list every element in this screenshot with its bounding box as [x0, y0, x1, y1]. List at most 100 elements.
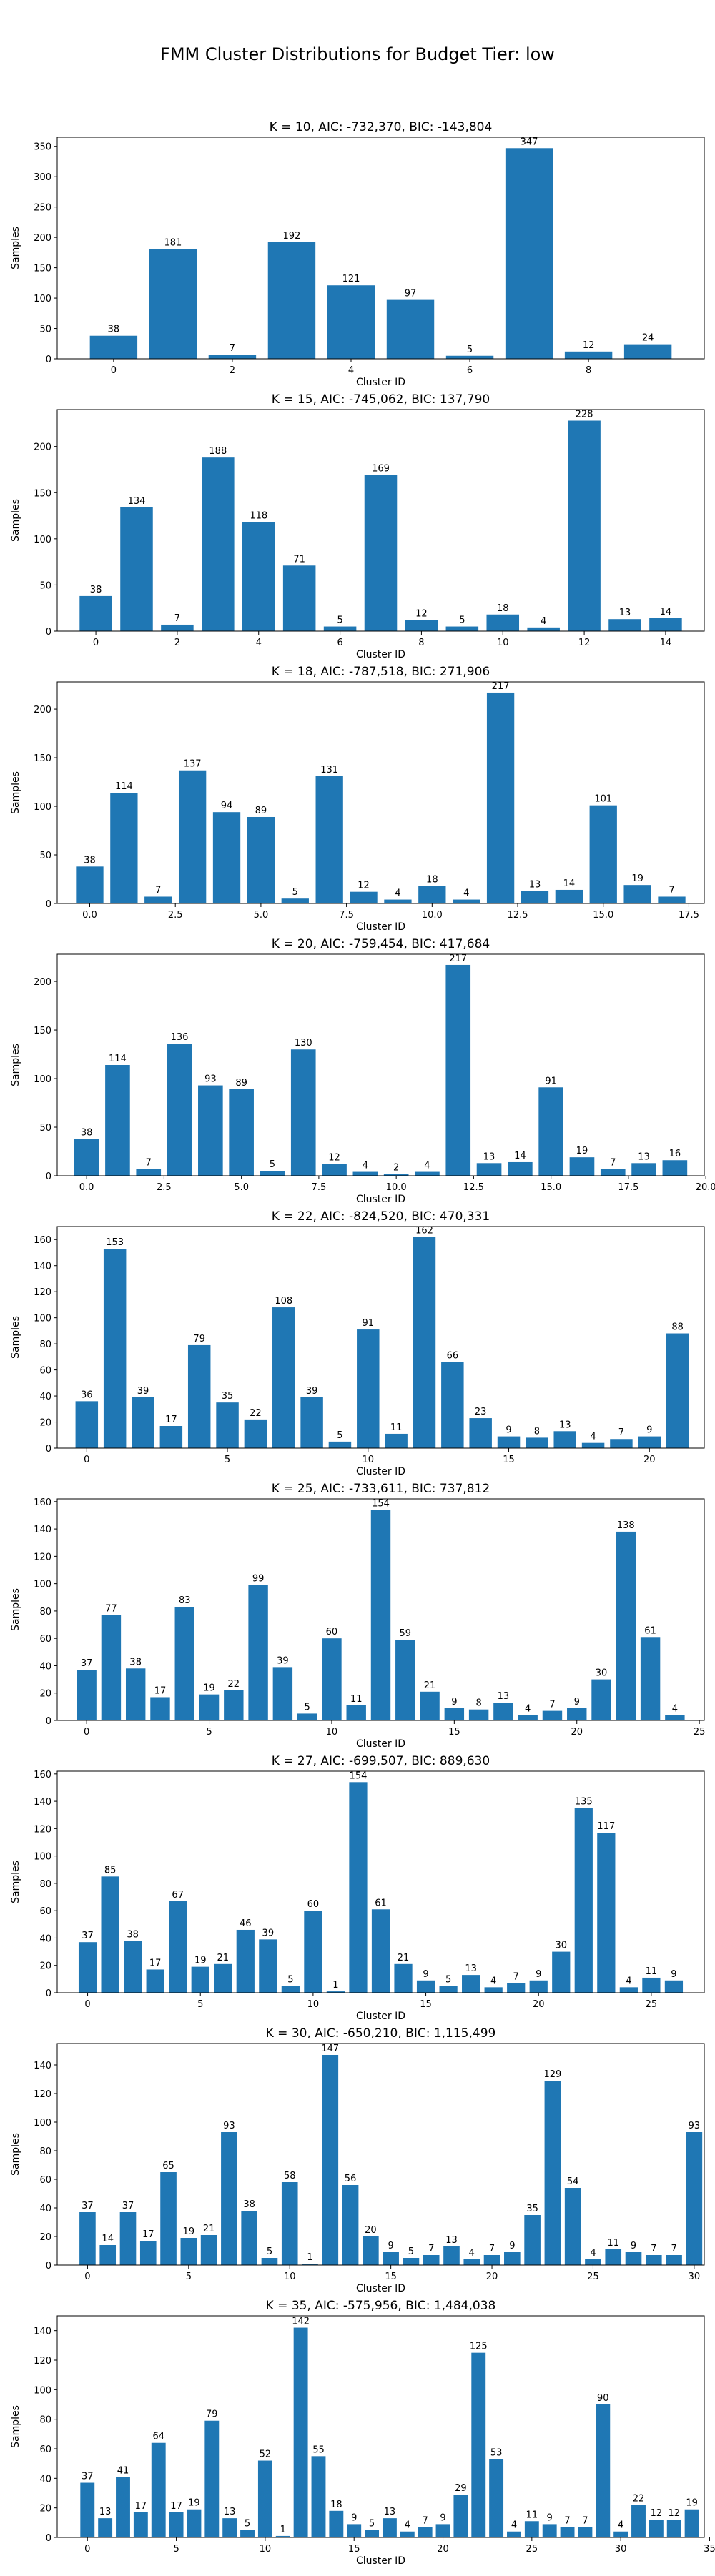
- bar-value-label: 19: [194, 1956, 207, 1966]
- bar: [463, 2259, 480, 2265]
- bar: [564, 351, 613, 359]
- y-tick-label: 0: [46, 2261, 51, 2272]
- bar-value-label: 67: [172, 1890, 184, 1901]
- bar: [75, 1401, 99, 1448]
- bar-value-label: 91: [363, 1318, 375, 1329]
- bar-value-label: 7: [428, 2244, 434, 2254]
- bar-value-label: 137: [184, 759, 202, 770]
- bar-value-label: 1: [307, 2252, 312, 2263]
- bar-value-label: 5: [292, 887, 298, 898]
- bar-value-label: 16: [669, 1149, 681, 1159]
- bar-value-label: 4: [405, 2520, 410, 2531]
- y-axis-label: Samples: [10, 1316, 21, 1359]
- bar-value-label: 4: [490, 1976, 496, 1986]
- chart-title: K = 35, AIC: -575,956, BIC: 1,484,038: [266, 2299, 496, 2313]
- bar-value-label: 17: [142, 2229, 154, 2240]
- bar: [469, 1418, 492, 1448]
- bar: [248, 1585, 268, 1720]
- bar-value-label: 4: [525, 1703, 531, 1714]
- bar-value-label: 188: [209, 446, 227, 457]
- bar: [625, 2252, 642, 2265]
- bar: [542, 2524, 557, 2537]
- bar: [553, 1431, 576, 1448]
- bar: [418, 2527, 433, 2537]
- chart-panel-0: K = 10, AIC: -732,370, BIC: -143,804 38 18…: [10, 120, 705, 388]
- bar-value-label: 35: [526, 2204, 538, 2214]
- bar-value-label: 13: [445, 2235, 458, 2246]
- bar-value-label: 79: [193, 1334, 205, 1344]
- y-tick-label: 150: [34, 753, 51, 764]
- x-tick-label: 10.0: [422, 910, 443, 921]
- bar: [631, 1163, 656, 1176]
- x-tick-label: 14: [660, 638, 672, 648]
- bar: [382, 2518, 397, 2537]
- bar-value-label: 118: [250, 511, 267, 522]
- bar: [328, 1441, 352, 1448]
- bar: [405, 620, 438, 631]
- bar-value-label: 7: [564, 2516, 570, 2527]
- bar: [371, 1909, 390, 1993]
- bar-value-label: 19: [576, 1146, 588, 1156]
- bar: [468, 1709, 489, 1720]
- bar-value-label: 35: [222, 1391, 234, 1402]
- chart-panel-8: K = 35, AIC: -575,956, BIC: 1,484,038 37 1…: [10, 2299, 715, 2567]
- plot-frame: [56, 953, 705, 1176]
- plot-frame: [56, 2315, 705, 2538]
- bar-value-label: 4: [395, 888, 400, 899]
- bar-value-label: 22: [633, 2494, 645, 2505]
- bar-value-label: 14: [514, 1151, 526, 1161]
- bar: [666, 2520, 681, 2537]
- bar-value-label: 114: [109, 1054, 127, 1064]
- bar: [151, 2442, 166, 2537]
- x-tick-label: 10: [363, 1455, 375, 1465]
- bar: [98, 2518, 113, 2537]
- bar: [302, 2264, 318, 2265]
- bar: [240, 2530, 255, 2537]
- bar-value-label: 71: [293, 554, 305, 565]
- bar: [395, 1640, 415, 1720]
- y-tick-label: 20: [39, 2504, 51, 2515]
- bar-value-label: 5: [369, 2519, 375, 2530]
- bar-value-label: 9: [388, 2241, 394, 2251]
- x-tick-label: 8: [586, 365, 591, 376]
- bar: [167, 1044, 192, 1176]
- y-tick-label: 120: [34, 1552, 51, 1562]
- bar: [638, 1436, 661, 1448]
- x-tick-label: 5: [225, 1455, 230, 1465]
- x-tick-label: 5: [173, 2544, 179, 2555]
- y-tick-label: 80: [39, 1879, 51, 1890]
- bar: [505, 148, 553, 360]
- bar-value-label: 7: [155, 885, 161, 896]
- bar-value-label: 5: [459, 615, 465, 626]
- bar: [383, 1174, 409, 1176]
- bar: [489, 2459, 504, 2537]
- bar: [191, 1966, 209, 1993]
- bar-value-label: 38: [81, 1127, 93, 1138]
- bar: [178, 770, 207, 903]
- x-tick-label: 5: [197, 1999, 203, 2010]
- bar-value-label: 39: [262, 1928, 275, 1938]
- y-axis-label: Samples: [10, 1861, 21, 1903]
- bar: [293, 2327, 308, 2537]
- bar: [242, 522, 275, 631]
- bar-value-label: 9: [671, 1969, 676, 1980]
- y-tick-label: 60: [39, 1366, 51, 1377]
- bar: [420, 1691, 440, 1720]
- bar-value-label: 17: [165, 1415, 177, 1425]
- bar: [493, 1703, 513, 1720]
- bar-value-label: 9: [574, 1697, 580, 1708]
- y-tick-label: 0: [46, 1988, 51, 1999]
- y-tick-label: 60: [39, 2444, 51, 2455]
- bar: [79, 2212, 96, 2265]
- bar-value-label: 60: [326, 1627, 338, 1638]
- bar: [658, 896, 686, 903]
- bar: [133, 2512, 148, 2537]
- bar-value-label: 91: [545, 1076, 557, 1086]
- x-axis-label: Cluster ID: [356, 2011, 405, 2022]
- bar: [596, 2404, 611, 2537]
- y-tick-label: 40: [39, 1661, 51, 1672]
- bar-value-label: 4: [590, 1432, 596, 1442]
- bar: [297, 1713, 317, 1720]
- y-tick-label: 140: [34, 1525, 51, 1535]
